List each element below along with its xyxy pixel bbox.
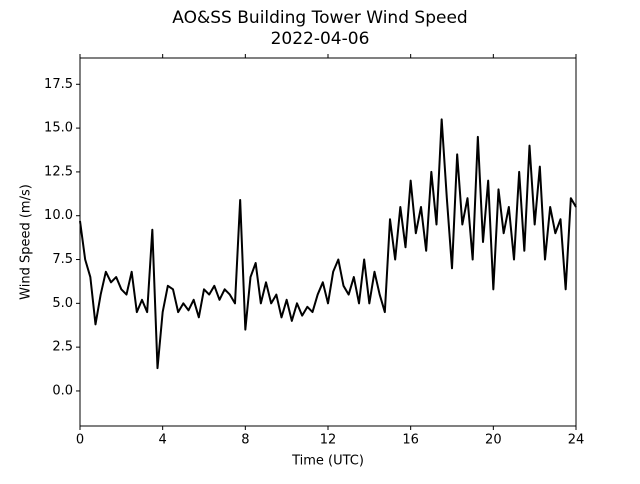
y-tick-label: 10.0 — [44, 208, 73, 223]
y-tick-label: 17.5 — [44, 77, 73, 92]
y-axis-label: Wind Speed (m/s) — [19, 184, 34, 300]
y-tick-label: 12.5 — [44, 164, 73, 179]
x-tick-label: 20 — [485, 433, 502, 448]
x-tick-label: 12 — [320, 433, 337, 448]
y-tick-label: 15.0 — [44, 121, 73, 136]
y-tick-label: 2.5 — [52, 340, 73, 355]
x-tick-label: 16 — [402, 433, 419, 448]
chart-title: AO&SS Building Tower Wind Speed — [172, 8, 467, 28]
x-tick-label: 4 — [159, 433, 167, 448]
y-tick-label: 5.0 — [52, 296, 73, 311]
x-tick-label: 24 — [568, 433, 585, 448]
y-tick-label: 7.5 — [52, 252, 73, 267]
data-line — [79, 118, 577, 370]
x-axis-label: Time (UTC) — [291, 454, 364, 469]
x-tick-label: 0 — [76, 433, 84, 448]
plot-frame — [79, 57, 577, 427]
chart-subtitle: 2022-04-06 — [271, 29, 370, 49]
y-tick-label: 0.0 — [52, 383, 73, 398]
x-tick-label: 8 — [241, 433, 249, 448]
